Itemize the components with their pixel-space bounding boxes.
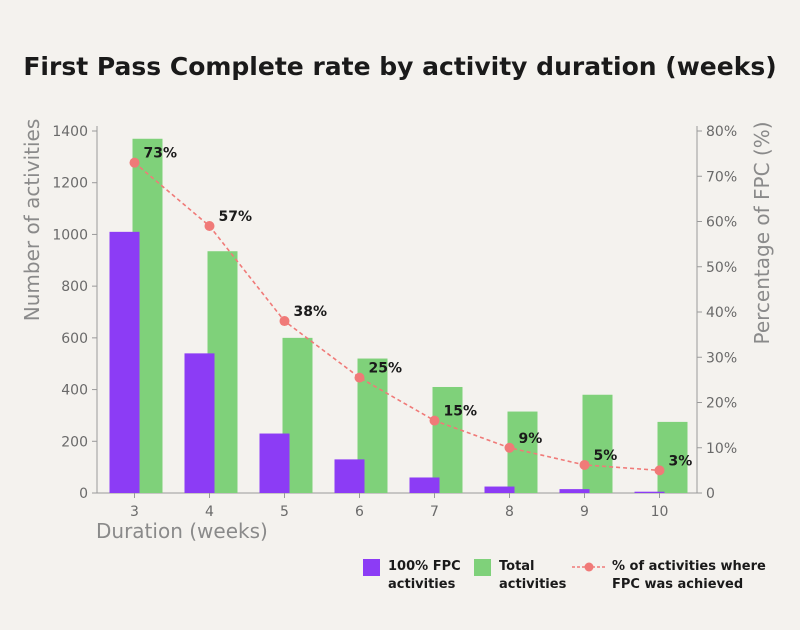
legend-item-percentage: % of activities where FPC was achieved	[572, 558, 766, 594]
x-axis-title: Duration (weeks)	[96, 519, 268, 543]
x-tick-label: 6	[355, 504, 364, 520]
y2-tick-label: 40%	[706, 305, 737, 321]
bar-total	[432, 386, 463, 493]
y2-tick-label: 80%	[706, 124, 737, 140]
x-tick-label: 10	[651, 504, 669, 520]
x-tick-label: 9	[580, 504, 589, 520]
y2-tick-label: 60%	[706, 215, 737, 231]
legend-label-percentage: % of activities where FPC was achieved	[612, 559, 766, 592]
point-percentage	[654, 465, 665, 476]
point-percentage	[429, 415, 440, 426]
data-label-percentage: 5%	[594, 448, 618, 464]
bar-fpc	[184, 353, 215, 493]
y-tick-label: 1200	[52, 176, 88, 192]
y-tick-label: 800	[61, 279, 88, 295]
y2-tick-label: 30%	[706, 350, 737, 366]
legend-item-fpc: 100% FPC activities	[363, 558, 461, 594]
chart-title: First Pass Complete rate by activity dur…	[23, 52, 777, 81]
data-label-percentage: 57%	[219, 209, 253, 225]
y2-tick-label: 10%	[706, 441, 737, 457]
legend-swatch-percentage	[572, 562, 606, 572]
x-tick-label: 4	[205, 504, 214, 520]
y-tick-label: 1000	[52, 227, 88, 243]
data-label-percentage: 3%	[669, 453, 693, 469]
bar-fpc	[109, 231, 140, 494]
y2-axis-title: Percentage of FPC (%)	[750, 122, 774, 345]
y2-tick-label: 0	[706, 486, 715, 502]
x-tick-label: 8	[505, 504, 514, 520]
y2-tick-label: 50%	[706, 260, 737, 276]
data-label-percentage: 25%	[369, 361, 403, 377]
point-percentage	[279, 316, 290, 327]
data-label-percentage: 9%	[519, 431, 543, 447]
y2-tick-label: 70%	[706, 169, 737, 185]
point-percentage	[504, 442, 515, 453]
x-tick-label: 3	[130, 504, 139, 520]
legend-item-total: Total activities	[474, 558, 566, 594]
point-percentage	[354, 372, 365, 383]
data-label-percentage: 38%	[294, 304, 328, 320]
y-tick-label: 600	[61, 331, 88, 347]
y-axis-title: Number of activities	[20, 119, 44, 322]
y2-tick-label: 20%	[706, 396, 737, 412]
bar-fpc	[409, 477, 440, 493]
point-percentage	[129, 157, 140, 168]
bar-total	[582, 394, 613, 493]
point-percentage	[204, 221, 215, 232]
legend-swatch-total	[474, 559, 491, 576]
x-tick-label: 5	[280, 504, 289, 520]
bar-total	[507, 411, 538, 493]
bar-fpc	[484, 486, 515, 493]
bar-total	[657, 421, 688, 493]
data-label-percentage: 15%	[444, 404, 478, 420]
bar-fpc	[259, 433, 290, 493]
x-tick-label: 7	[430, 504, 439, 520]
bar-fpc	[559, 489, 590, 493]
legend-swatch-fpc	[363, 559, 380, 576]
y-tick-label: 400	[61, 383, 88, 399]
y-tick-label: 0	[79, 486, 88, 502]
legend-label-fpc: 100% FPC activities	[388, 559, 461, 592]
y-tick-label: 200	[61, 434, 88, 450]
y-tick-label: 1400	[52, 124, 88, 140]
bar-fpc	[634, 491, 665, 493]
bar-fpc	[334, 459, 365, 493]
data-label-percentage: 73%	[144, 146, 178, 162]
legend-label-total: Total activities	[499, 559, 567, 592]
point-percentage	[579, 459, 590, 470]
